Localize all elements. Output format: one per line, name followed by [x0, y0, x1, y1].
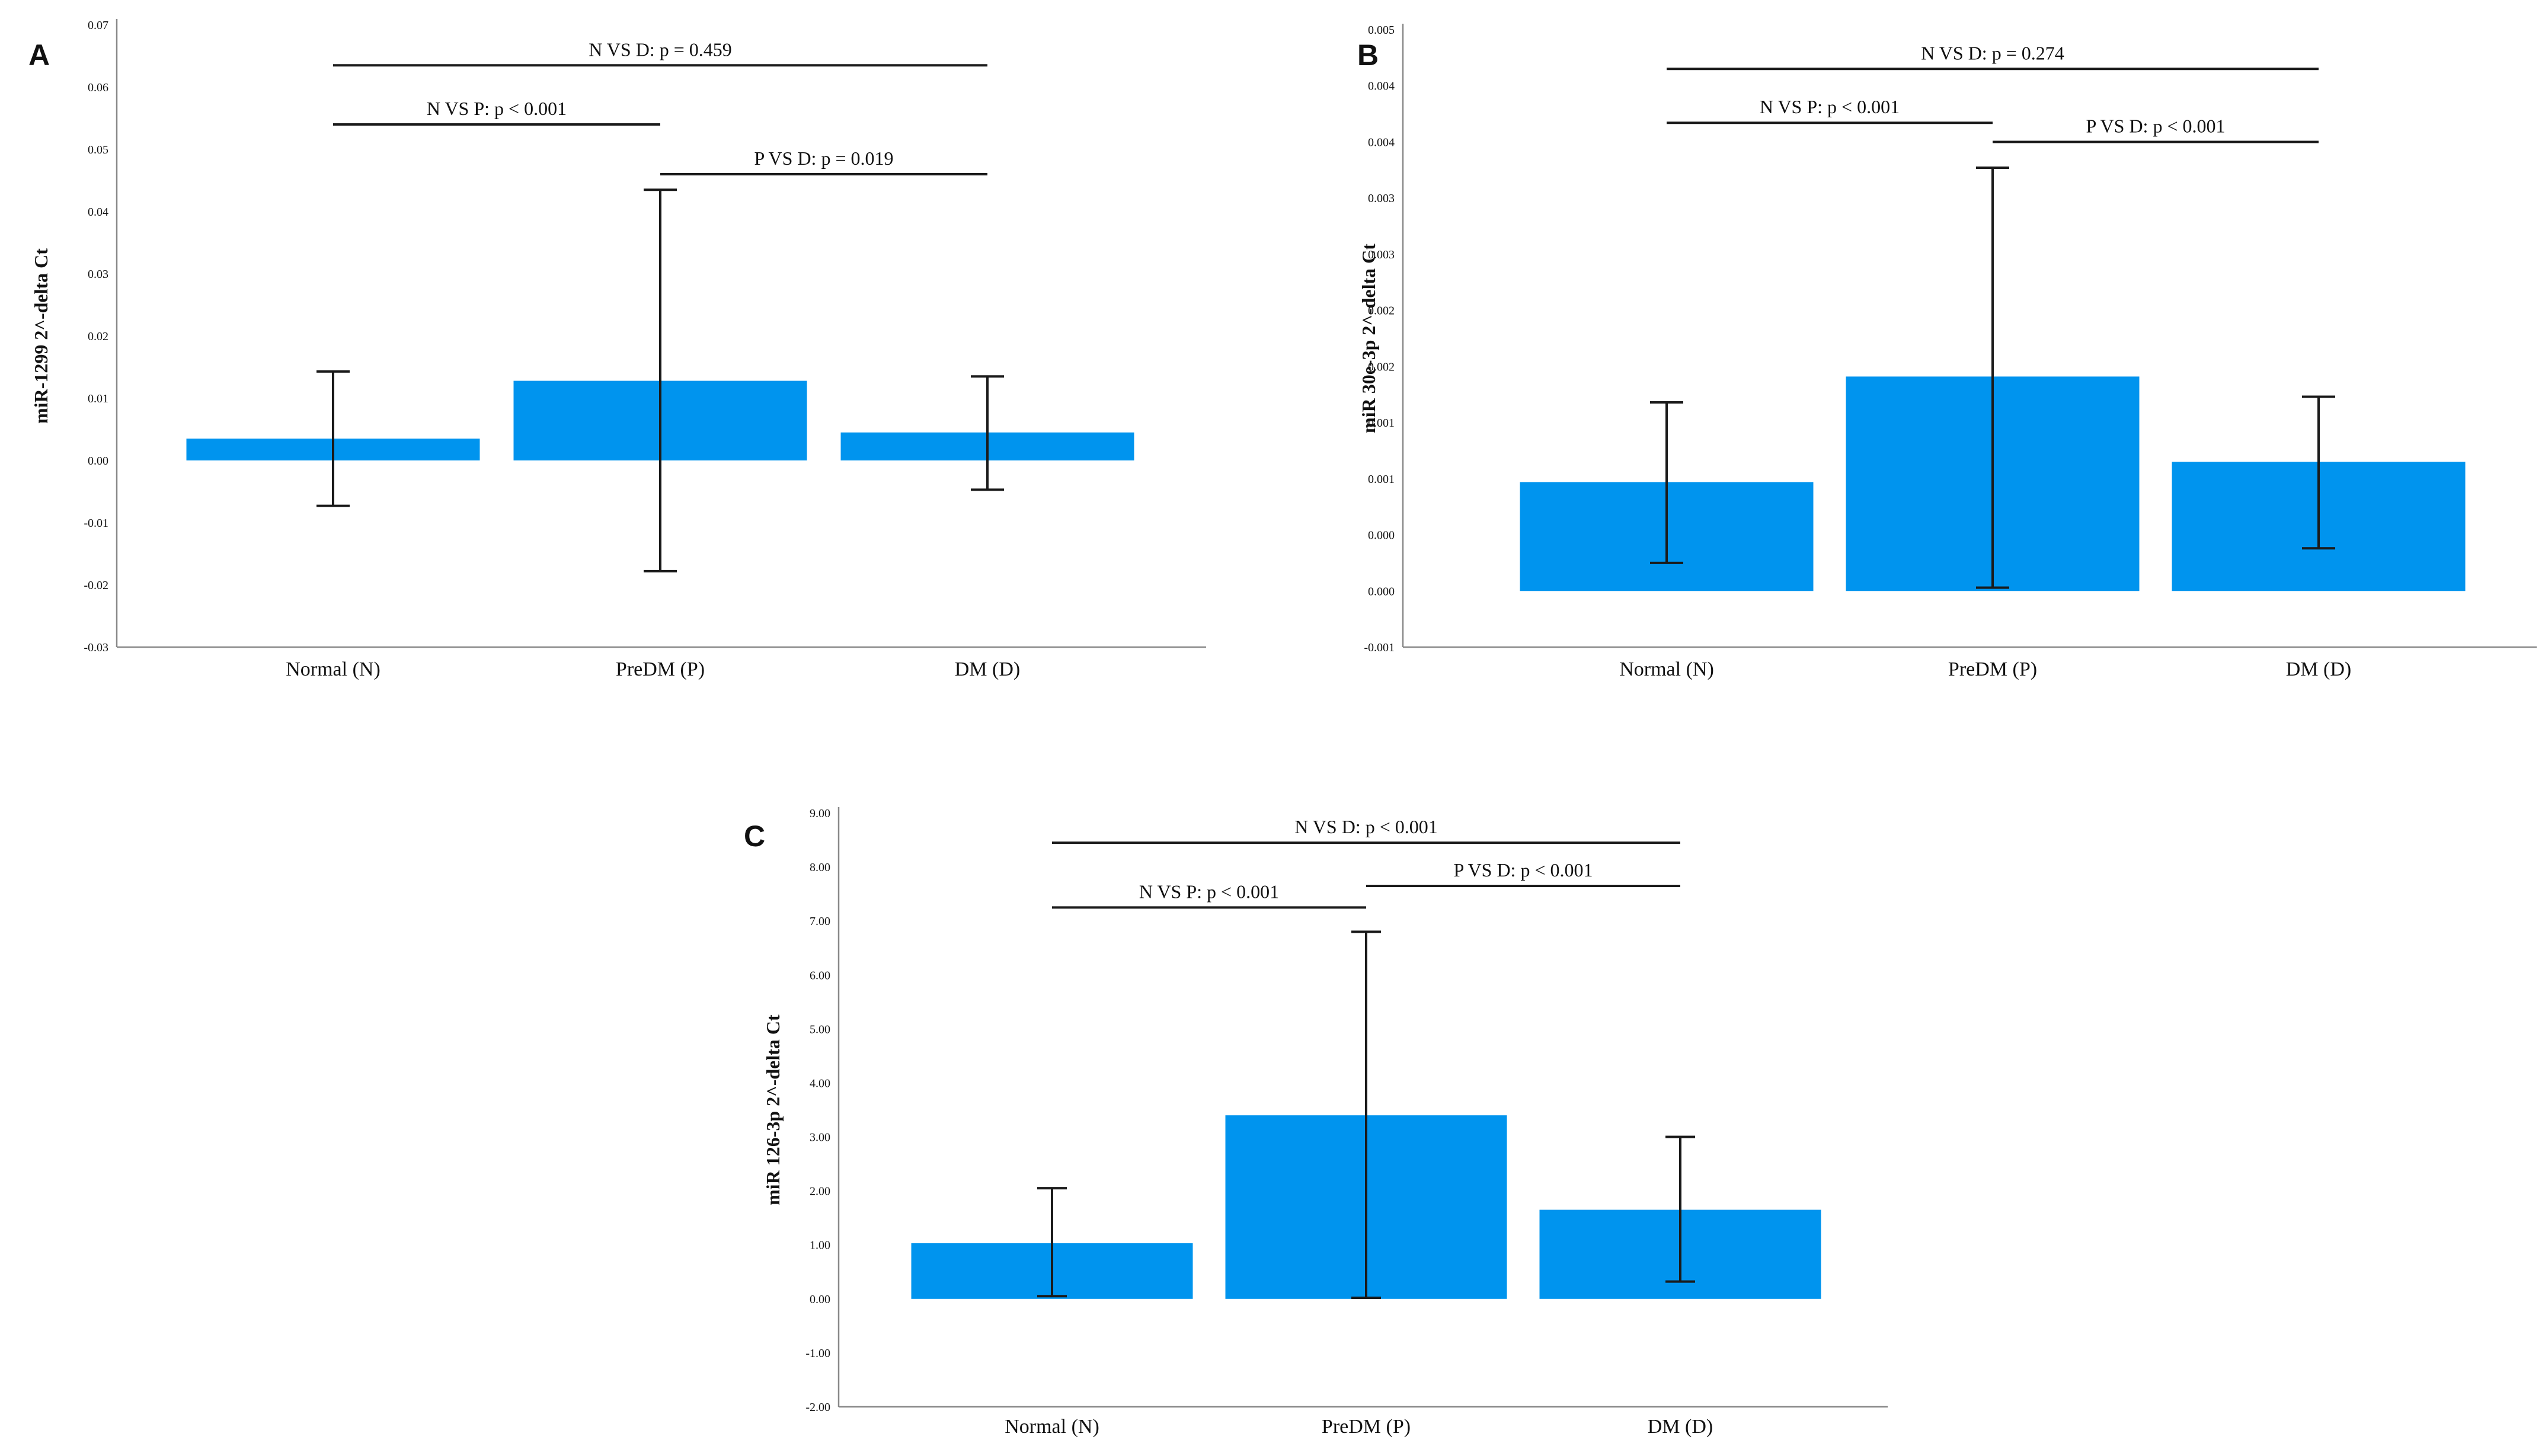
- comparison-bracket: P VS D: p < 0.001: [1366, 859, 1680, 887]
- error-bar-2: [644, 188, 677, 572]
- y-axis-title: miR 30e-3p 2^-delta Ct: [1358, 244, 1379, 433]
- y-tick-label: 0.002: [1368, 360, 1395, 373]
- error-bar-1: [316, 370, 350, 507]
- error-bar-2: [1351, 930, 1381, 1299]
- error-bar-2: [1976, 167, 2009, 589]
- y-tick-label: 1.00: [810, 1239, 830, 1252]
- y-tick-label: 0.06: [88, 81, 108, 94]
- x-category-label: DM (D): [2286, 658, 2351, 680]
- y-tick-label: -0.03: [84, 641, 108, 654]
- y-tick-label: 0.00: [88, 455, 108, 468]
- x-category-label: PreDM (P): [1322, 1416, 1411, 1438]
- y-tick-label: 0.003: [1368, 192, 1395, 205]
- comparison-label: P VS D: p < 0.001: [1454, 859, 1593, 881]
- y-tick-label: 0.04: [88, 206, 108, 219]
- y-tick-label: 0.01: [88, 392, 108, 405]
- comparison-bracket: N VS P: p < 0.001: [1667, 96, 1993, 124]
- y-tick-label: 0.002: [1368, 305, 1395, 318]
- error-bar-1: [1650, 401, 1683, 564]
- comparison-label: N VS P: p < 0.001: [427, 98, 567, 119]
- comparison-bracket: N VS D: p = 0.459: [333, 39, 987, 67]
- comparison-label: N VS D: p < 0.001: [1294, 816, 1437, 837]
- comparison-bracket: N VS P: p < 0.001: [1052, 881, 1366, 909]
- y-tick-label: 0.001: [1368, 417, 1395, 430]
- y-tick-label: -1.00: [805, 1347, 830, 1360]
- y-tick-label: -0.01: [84, 517, 108, 530]
- panel-label: C: [744, 820, 765, 853]
- x-category-label: DM (D): [955, 658, 1020, 680]
- y-tick-label: 0.001: [1368, 473, 1395, 486]
- comparison-bracket: P VS D: p = 0.019: [660, 148, 987, 175]
- y-tick-label: 7.00: [810, 915, 830, 928]
- y-tick-label: 0.000: [1368, 529, 1395, 542]
- y-tick-label: 2.00: [810, 1185, 830, 1198]
- y-tick-label: 0.005: [1368, 24, 1395, 37]
- y-tick-label: 0.004: [1368, 80, 1395, 93]
- comparison-label: N VS D: p = 0.459: [589, 39, 731, 60]
- y-tick-label: 5.00: [810, 1023, 830, 1036]
- y-tick-label: 3.00: [810, 1131, 830, 1144]
- y-tick-label: -0.02: [84, 579, 108, 592]
- y-tick-label: 0.07: [88, 19, 108, 32]
- comparison-bracket: N VS P: p < 0.001: [333, 98, 660, 126]
- chart-panel-a: -0.03 -0.02 -0.01 0.00 0.01 0.02 0.03 0.04 0.05 0…: [28, 19, 1206, 680]
- y-axis-title: miR 126-3p 2^-delta Ct: [762, 1015, 784, 1205]
- y-tick-label: 0.00: [810, 1293, 830, 1306]
- error-bar-3: [971, 375, 1004, 491]
- comparison-label: P VS D: p < 0.001: [2086, 115, 2226, 136]
- comparison-bracket: P VS D: p < 0.001: [1993, 115, 2319, 143]
- x-category-label: Normal (N): [286, 658, 381, 680]
- comparison-bracket: N VS D: p < 0.001: [1052, 816, 1680, 844]
- y-axis-title: miR-1299 2^-delta Ct: [30, 248, 52, 424]
- y-tick-label: -2.00: [805, 1401, 830, 1414]
- y-tick-label: 0.000: [1368, 585, 1395, 598]
- y-tick-label: -0.001: [1364, 641, 1395, 654]
- y-tick-label: 8.00: [810, 861, 830, 874]
- comparison-label: N VS D: p = 0.274: [1921, 42, 2064, 63]
- comparison-label: N VS P: p < 0.001: [1760, 96, 1900, 117]
- x-category-label: DM (D): [1648, 1416, 1713, 1438]
- y-tick-label: 0.02: [88, 330, 108, 343]
- comparison-label: P VS D: p = 0.019: [754, 148, 894, 169]
- x-category-label: PreDM (P): [616, 658, 705, 680]
- y-tick-label: 6.00: [810, 969, 830, 982]
- x-category-label: Normal (N): [1619, 658, 1714, 680]
- y-tick-label: 0.003: [1368, 248, 1395, 261]
- y-tick-label: 4.00: [810, 1077, 830, 1090]
- y-tick-label: 0.05: [88, 143, 108, 156]
- error-bar-3: [2302, 395, 2335, 550]
- error-bar-1: [1037, 1187, 1067, 1298]
- panel-label: A: [28, 39, 50, 72]
- chart-panel-b: -0.001 0.000 0.000 0.001 0.001 0.002 0.002 0.00…: [1357, 24, 2537, 680]
- x-category-label: Normal (N): [1005, 1416, 1099, 1438]
- y-tick-label: 0.004: [1368, 136, 1395, 149]
- comparison-bracket: N VS D: p = 0.274: [1667, 42, 2319, 71]
- comparison-label: N VS P: p < 0.001: [1139, 881, 1279, 902]
- chart-panel-c: -2.00 -1.00 0.00 1.00 2.00 3.00 4.00 5.00 6.00 7.…: [744, 807, 1888, 1438]
- x-category-label: PreDM (P): [1948, 658, 2037, 680]
- panel-label: B: [1357, 39, 1379, 72]
- y-tick-label: 9.00: [810, 807, 830, 820]
- error-bar-3: [1665, 1135, 1695, 1283]
- y-tick-label: 0.03: [88, 268, 108, 281]
